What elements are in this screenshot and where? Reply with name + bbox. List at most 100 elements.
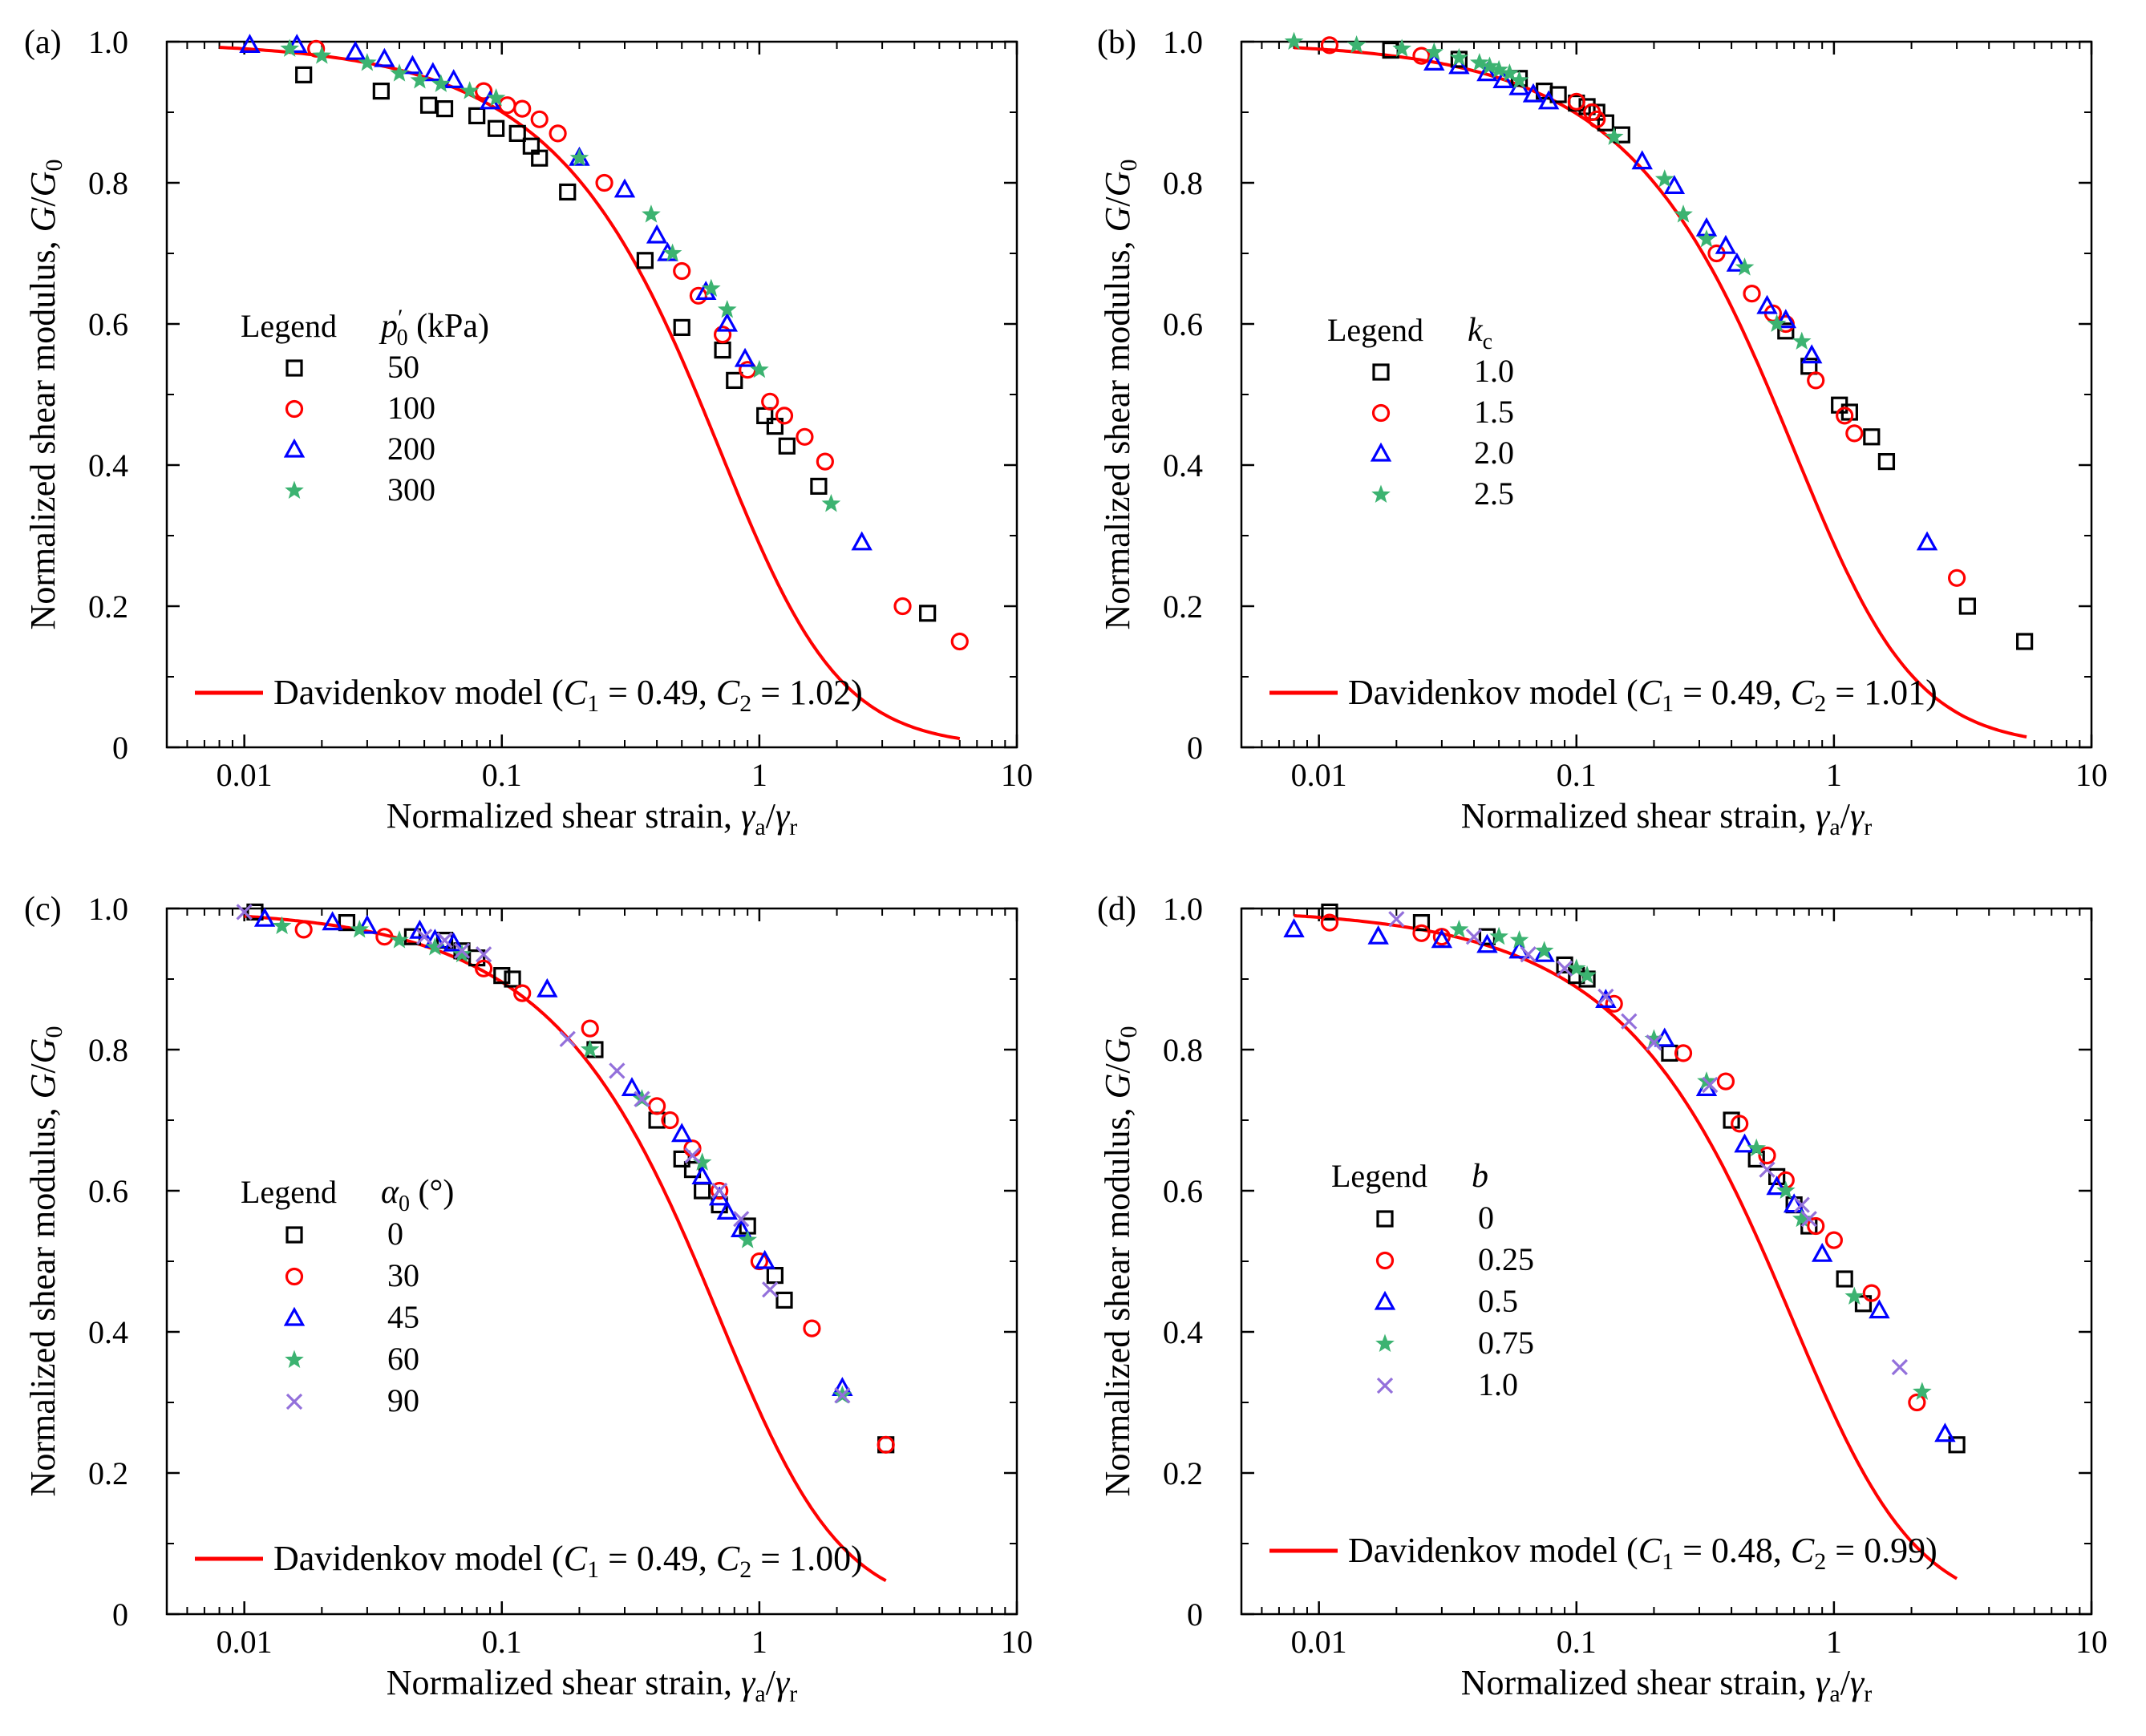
legend-entry-label: 2.5 [1474, 475, 1514, 512]
legend: Legend b 0 0.25 0.5 0.75 1.0 [1331, 1158, 1534, 1402]
data-point [609, 1062, 626, 1079]
y-tick-label: 0.6 [88, 306, 128, 342]
data-point [253, 907, 276, 927]
y-tick-label: 1.0 [1163, 891, 1203, 927]
data-point [1597, 988, 1614, 1006]
y-tick-label: 1.0 [88, 24, 128, 60]
legend-entry-label: 30 [387, 1257, 419, 1293]
data-point [1431, 929, 1453, 949]
legend-entry-label: 1.5 [1474, 394, 1514, 430]
legend-marker [1374, 1290, 1396, 1310]
legend-marker [283, 1306, 306, 1326]
legend-marker [285, 1350, 304, 1369]
x-axis-label: Normalized shear strain, γa/γr [387, 1663, 798, 1707]
data-point [1947, 569, 1966, 587]
chart-panel-a: 0.01 0.1 1 1000.20.40.60.81.0(a)Normalized … [23, 24, 1033, 840]
data-point [513, 99, 532, 118]
data-point [468, 107, 486, 124]
data-point [1777, 322, 1795, 340]
data-point [636, 252, 654, 269]
data-point [295, 66, 313, 83]
legend-entry-label: 0.5 [1478, 1283, 1518, 1319]
data-point [803, 1319, 821, 1337]
davidenkov-model-curve [1294, 913, 1958, 1580]
legend-marker [1371, 403, 1391, 423]
data-point [1734, 1133, 1755, 1153]
series-60 [272, 916, 852, 1404]
data-point [1840, 403, 1858, 421]
x-tick-label: 0.01 [1291, 1624, 1347, 1660]
data-point [648, 1097, 666, 1115]
x-tick-label: 10 [2075, 757, 2108, 793]
data-point [1469, 52, 1489, 71]
data-point [338, 913, 356, 932]
data-point [1697, 229, 1716, 248]
data-point [1824, 1231, 1843, 1249]
data-point [443, 69, 464, 89]
data-point [642, 204, 661, 223]
data-point [834, 1387, 851, 1404]
data-point [1284, 31, 1304, 51]
data-point [422, 62, 444, 82]
legend-entry-label: 0.75 [1478, 1325, 1534, 1361]
model-legend-text: Davidenkov model (C1 = 0.48, C2 = 0.99) [1348, 1531, 1937, 1575]
data-point [1801, 344, 1823, 364]
y-tick-label: 0.4 [88, 447, 128, 484]
y-tick-label: 0.8 [1163, 1032, 1203, 1068]
data-point [1768, 1167, 1786, 1186]
x-tick-label: 1 [751, 1624, 767, 1660]
data-point [1605, 994, 1623, 1013]
x-axis-label: Normalized shear strain, γa/γr [1461, 1663, 1873, 1707]
model-legend: Davidenkov model (C1 = 0.49, C2 = 1.02) [195, 673, 863, 717]
x-tick-label: 10 [2075, 1624, 2108, 1660]
data-point [595, 173, 613, 192]
panel-label: (b) [1097, 24, 1136, 61]
data-point [1863, 428, 1881, 446]
data-point [493, 966, 511, 985]
data-point [460, 81, 480, 99]
legend-entry-label: 90 [387, 1382, 419, 1418]
data-point [766, 1266, 783, 1285]
data-point [410, 70, 430, 89]
data-point [1492, 69, 1514, 89]
plot-frame [1240, 40, 2093, 749]
data-point [796, 427, 814, 446]
legend-entry-label: 200 [387, 431, 435, 467]
data-point [750, 359, 769, 378]
data-point [756, 407, 774, 424]
plot-frame [1240, 907, 2093, 1616]
legend-entry-label: 0 [1478, 1200, 1494, 1236]
data-point [1836, 407, 1854, 425]
legend-entry-label: 2.0 [1474, 435, 1514, 471]
data-point [1476, 933, 1498, 953]
series-0 [246, 903, 895, 1454]
legend-marker [1371, 484, 1391, 504]
data-point [559, 1030, 576, 1047]
legend-marker [283, 438, 306, 458]
data-point [711, 1181, 729, 1200]
y-tick-label: 0.4 [1163, 1314, 1203, 1350]
legend-title: Legend [241, 308, 337, 344]
data-point [1844, 1286, 1865, 1305]
data-point [498, 96, 516, 115]
data-point [436, 932, 453, 949]
data-point [1934, 1422, 1956, 1443]
legend-entry-label: 1.0 [1474, 353, 1514, 389]
data-point [733, 1211, 750, 1228]
data-point [1958, 597, 1976, 615]
legend-entry-label: 300 [387, 471, 435, 508]
data-point [671, 1123, 693, 1143]
data-point [356, 914, 379, 934]
y-axis-label: Normalized shear modulus, G/G0 [23, 160, 67, 630]
data-point [531, 149, 549, 167]
data-point [1500, 63, 1520, 82]
y-tick-label: 0.8 [88, 1032, 128, 1068]
data-point [1556, 960, 1573, 977]
data-point [1674, 1044, 1693, 1062]
data-point [1556, 956, 1573, 974]
data-point [390, 63, 409, 82]
data-point [1735, 257, 1755, 276]
data-point [1449, 47, 1469, 67]
data-point [307, 39, 326, 58]
y-tick-label: 1.0 [1163, 24, 1203, 60]
